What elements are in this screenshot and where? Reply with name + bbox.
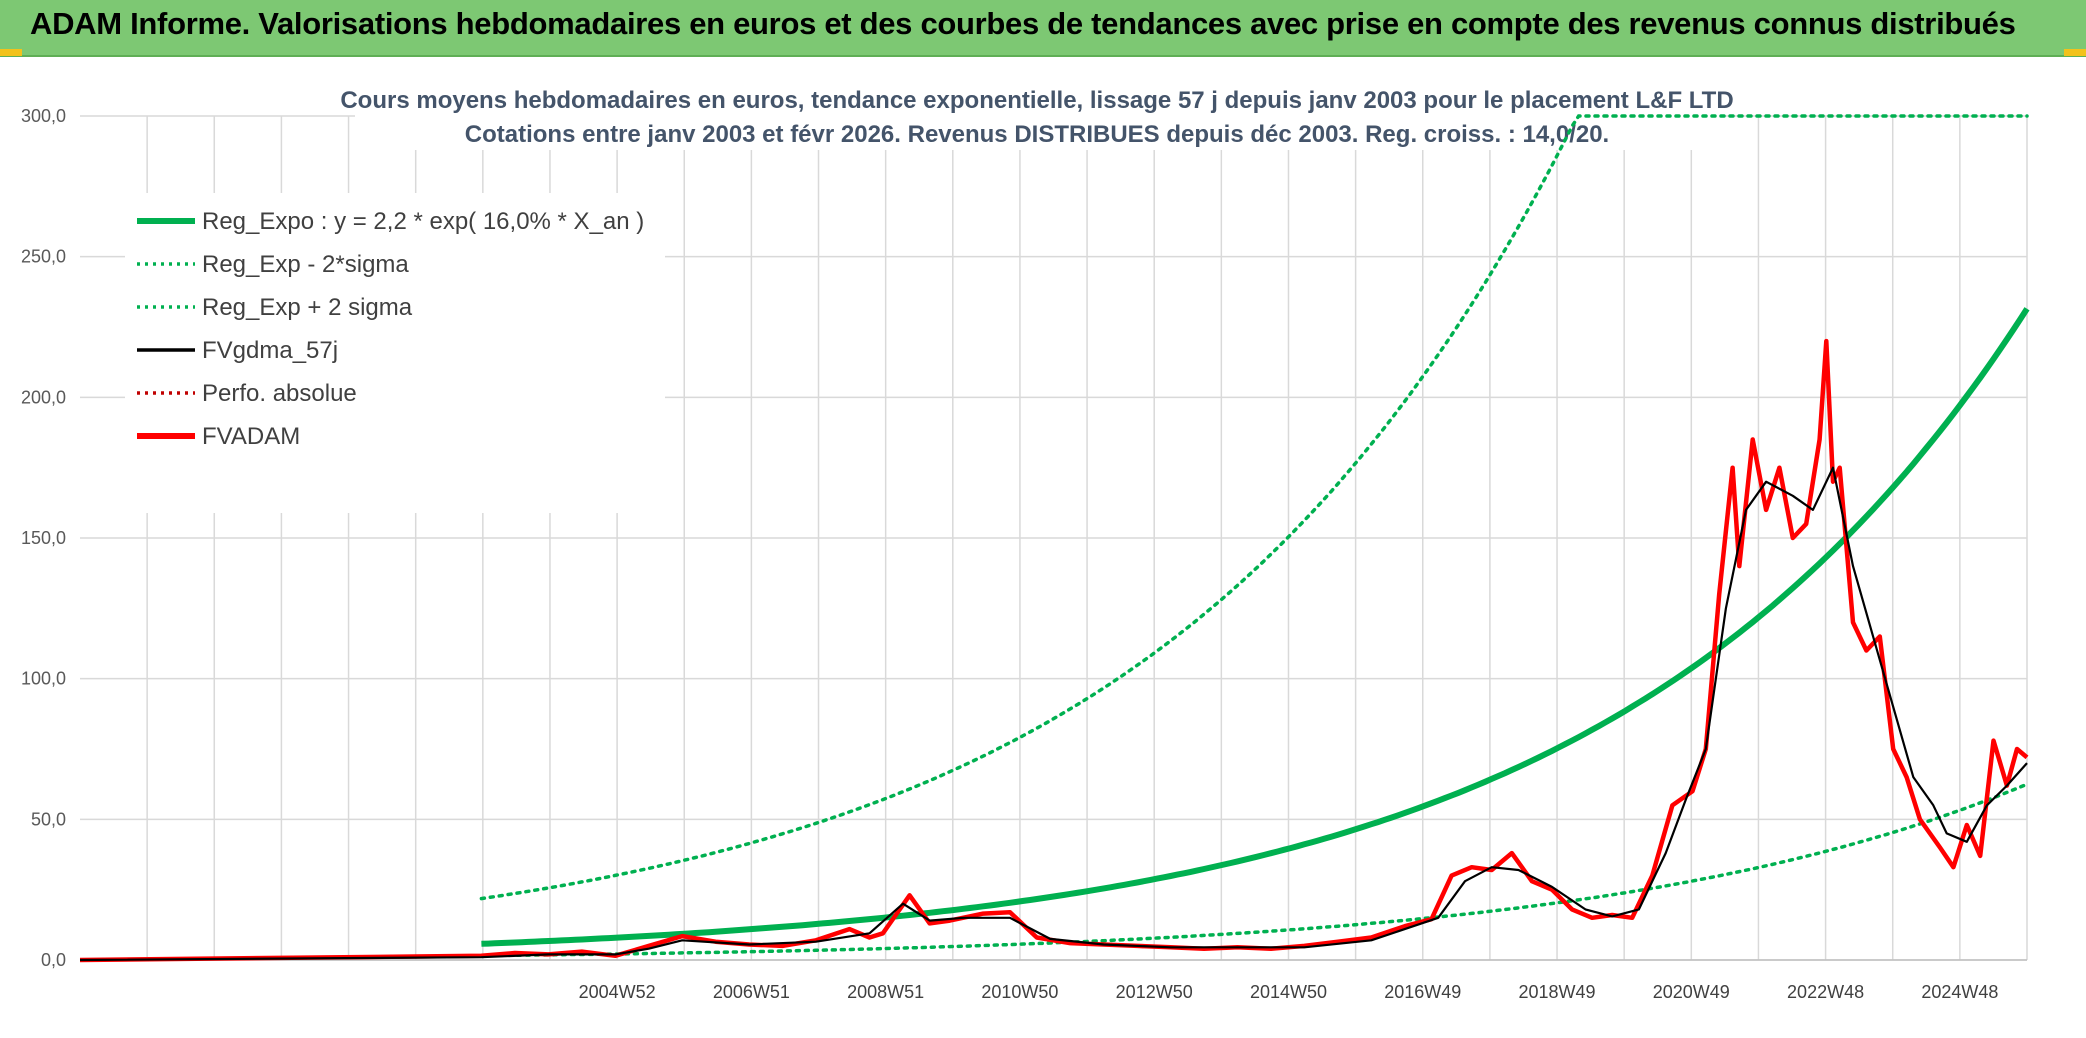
banner-accent-right [2064,49,2086,56]
legend-box [125,193,665,513]
y-tick-label: 150,0 [21,528,66,548]
y-axis-ticks: 0,0 50,0 100,0 150,0 200,0 250,0 300,0 [21,106,66,970]
x-tick-label: 2016W49 [1384,982,1461,1002]
x-tick-label: 2010W50 [981,982,1058,1002]
x-tick-label: 2008W51 [847,982,924,1002]
x-tick-label: 2006W51 [713,982,790,1002]
reg-exp-minus-2sigma-line [479,782,2029,958]
y-tick-label: 300,0 [21,106,66,126]
legend-label: Reg_Expo : y = 2,2 * exp( 16,0% * X_an ) [202,208,644,235]
legend: Reg_Expo : y = 2,2 * exp( 16,0% * X_an )… [125,193,665,513]
legend-label: Perfo. absolue [202,380,357,407]
x-tick-label: 2020W49 [1653,982,1730,1002]
fvgdma-57j-line [79,466,2028,962]
valuation-chart: 0,0 50,0 100,0 150,0 200,0 250,0 300,0 2004W52… [0,58,2086,1038]
chart-title-box [355,80,1720,150]
reg-expo-line [481,307,2030,947]
x-tick-label: 2014W50 [1250,982,1327,1002]
x-tick-label: 2004W52 [579,982,656,1002]
chart-title: Cours moyens hebdomadaires en euros, ten… [340,87,1733,114]
legend-label: FVADAM [202,423,300,450]
legend-label: Reg_Exp + 2 sigma [202,294,413,321]
x-axis-ticks: 2004W52 2006W51 2008W51 2010W50 2012W50 2014W… [579,982,1999,1002]
report-banner: ADAM Informe. Valorisations hebdomadaire… [0,0,2086,57]
reg-exp-plus-2sigma-line [479,114,2029,901]
x-tick-label: 2012W50 [1116,982,1193,1002]
y-tick-label: 50,0 [31,809,66,829]
banner-accent-left [0,49,22,56]
y-tick-label: 250,0 [21,247,66,267]
x-tick-label: 2022W48 [1787,982,1864,1002]
fvadam-line [79,338,2029,963]
y-tick-label: 100,0 [21,669,66,689]
y-tick-label: 200,0 [21,387,66,407]
x-tick-label: 2018W49 [1519,982,1596,1002]
legend-label: FVgdma_57j [202,337,338,364]
chart-subtitle: Cotations entre janv 2003 et févr 2026. … [465,121,1609,148]
y-tick-label: 0,0 [41,950,66,970]
series-layer [79,114,2030,963]
report-title: ADAM Informe. Valorisations hebdomadaire… [30,6,2016,41]
x-tick-label: 2024W48 [1921,982,1998,1002]
legend-label: Reg_Exp - 2*sigma [202,251,409,278]
